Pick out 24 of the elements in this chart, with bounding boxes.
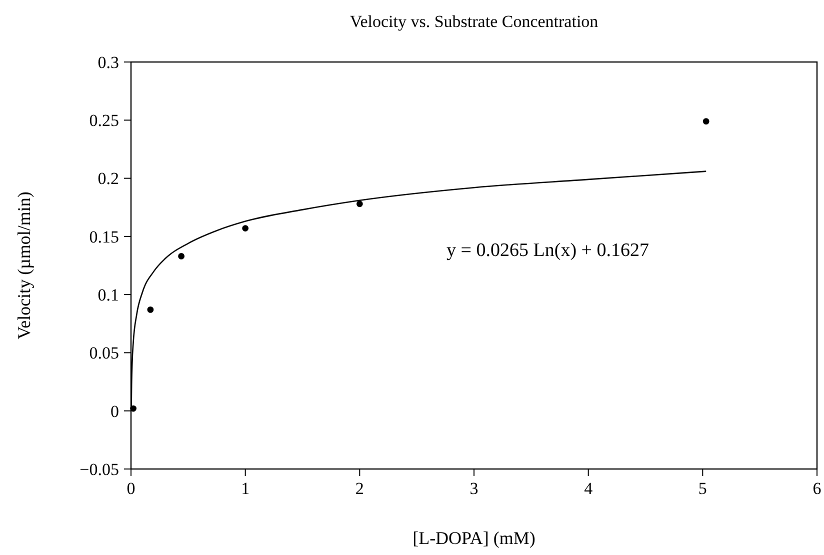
x-tick-label: 6	[812, 479, 822, 498]
chart-title: Velocity vs. Substrate Concentration	[350, 12, 599, 31]
point	[178, 252, 185, 260]
point	[147, 306, 154, 313]
annotation: y = 0.0265 Ln(x) + 0.1627	[446, 240, 650, 261]
x-tick-label: 2	[355, 479, 364, 498]
y-tick-label: 0.15	[89, 227, 119, 246]
y-tick-label: −0.05	[80, 460, 119, 479]
point	[356, 200, 363, 208]
y-tick-label: 0.25	[89, 111, 119, 130]
y-axis-title: Velocity (µmol/min)	[14, 192, 34, 340]
x-tick-label: 3	[470, 479, 478, 498]
y-tick-label: 0.2	[98, 169, 119, 188]
x-tick-label: 0	[126, 479, 136, 498]
point	[702, 118, 710, 125]
y-tick-label: 0.1	[98, 286, 119, 305]
x-tick-label: 5	[698, 479, 707, 498]
x-axis-title: [L-DOPA] (mM)	[412, 528, 536, 548]
x-tick-label: 1	[241, 479, 250, 498]
point	[242, 225, 249, 232]
x-tick-label: 4	[584, 479, 594, 498]
y-tick-label: 0	[110, 402, 119, 421]
y-tick-label: 0.3	[98, 52, 119, 72]
y-tick-label: 0.05	[89, 344, 119, 363]
